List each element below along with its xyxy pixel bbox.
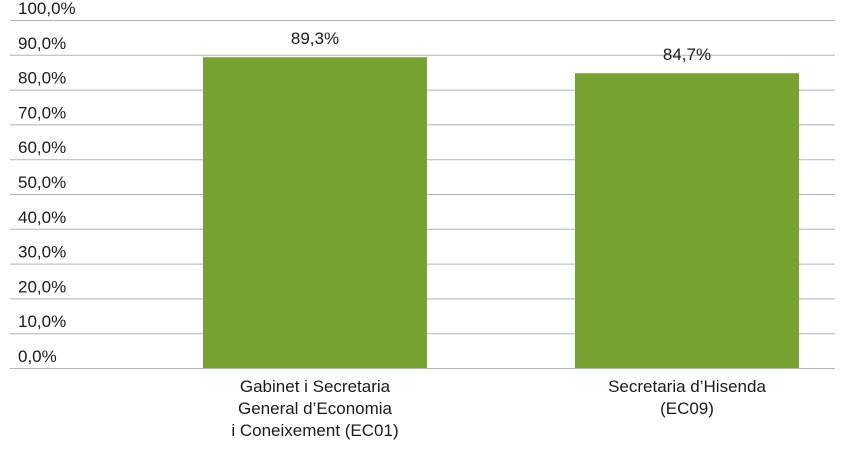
bar [203, 57, 427, 369]
y-tick-label: 60,0% [18, 138, 66, 157]
y-tick-label: 50,0% [18, 173, 66, 192]
y-tick-label: 40,0% [18, 208, 66, 227]
y-tick-label: 100,0% [18, 0, 76, 18]
y-tick-label: 0,0% [18, 347, 57, 366]
data-labels: 89,3% 84,7% [291, 29, 711, 64]
x-category-label: Gabinet i Secretaria General d’Economia i … [231, 377, 398, 440]
x-axis-category-labels: Gabinet i Secretaria General d’Economia i … [231, 377, 766, 440]
y-tick-label: 70,0% [18, 103, 66, 122]
bar [575, 73, 799, 368]
y-axis-tick-labels: 0,0% 10,0% 20,0% 30,0% 40,0% 50,0% 60,0% 70,0% 8… [18, 0, 76, 366]
y-tick-label: 20,0% [18, 277, 66, 296]
y-tick-label: 80,0% [18, 69, 66, 88]
y-tick-label: 10,0% [18, 312, 66, 331]
data-label: 89,3% [291, 29, 339, 48]
data-label: 84,7% [663, 45, 711, 64]
x-category-label: Secretaria d’Hisenda (EC09) [608, 377, 766, 418]
bars [203, 57, 799, 369]
y-tick-label: 30,0% [18, 243, 66, 262]
y-tick-label: 90,0% [18, 34, 66, 53]
